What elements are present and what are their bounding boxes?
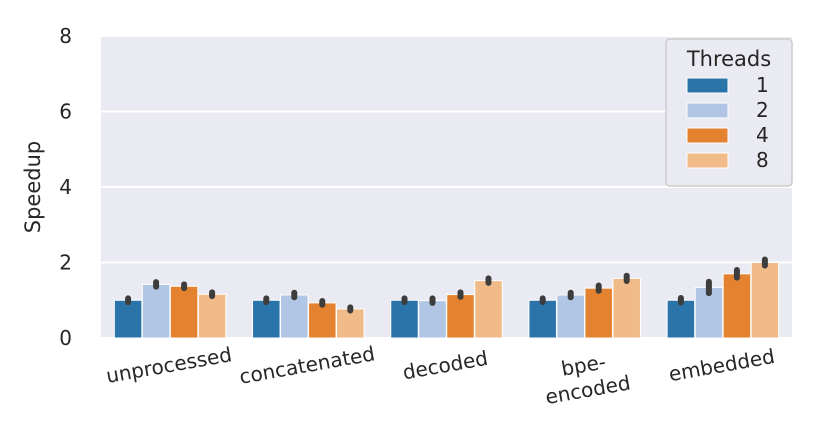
x-tick-label: embedded	[667, 344, 777, 386]
legend-swatch-2	[686, 102, 729, 119]
bar-3-series-2	[556, 294, 585, 339]
y-tick-label: 4	[59, 175, 72, 199]
legend-box	[665, 38, 793, 187]
legend-label: 2	[756, 98, 769, 122]
x-tick-label-group: concatenated	[237, 341, 376, 388]
error-bar-marks	[125, 256, 768, 314]
bar-2-series-8	[474, 280, 503, 339]
y-axis-title: Speedup	[21, 141, 45, 233]
bar-4-series-4	[722, 273, 752, 339]
y-tick-label: 2	[59, 251, 72, 275]
bar-3-series-1	[528, 299, 557, 339]
y-tick-label: 6	[59, 100, 72, 124]
x-tick-label: unprocessed	[104, 342, 233, 388]
y-tick-label: 8	[59, 24, 72, 48]
bar-1-series-2	[280, 294, 309, 339]
legend-swatch-8	[686, 152, 729, 169]
bar-4-series-1	[666, 299, 696, 339]
bar-2-series-4	[446, 294, 475, 339]
bar-1-series-4	[308, 302, 337, 339]
legend-title: Threads	[686, 47, 771, 71]
bar-0-series-4	[169, 285, 199, 339]
bar-0-series-2	[141, 283, 171, 339]
x-tick-label: decoded	[401, 346, 490, 385]
x-tick-label-group: bpe-encoded	[543, 349, 632, 409]
x-tick-labels: unprocessed concatenated decoded bpe-encode…	[104, 341, 776, 409]
bar-1-series-8	[336, 308, 365, 339]
x-tick-label-group: embedded	[667, 344, 777, 386]
bar-3-series-8	[612, 277, 641, 339]
bar-0-series-8	[197, 293, 227, 339]
legend-swatch-4	[686, 127, 729, 144]
x-tick-label: concatenated	[237, 341, 376, 388]
legend-label: 8	[756, 148, 769, 172]
y-tick-label: 0	[59, 326, 72, 350]
bar-0-series-1	[113, 299, 143, 339]
y-tick-labels: 0 2 4 6 8	[59, 24, 72, 350]
x-tick-label-group: unprocessed	[104, 342, 233, 388]
legend-swatch-1	[686, 77, 729, 94]
bar-2-series-1	[390, 299, 419, 339]
bar-marks	[113, 262, 780, 339]
legend-label: 4	[756, 123, 769, 147]
x-tick-label-group: decoded	[401, 346, 490, 385]
bar-4-series-8	[750, 262, 780, 339]
legend-label: 1	[756, 73, 769, 97]
bar-1-series-1	[252, 299, 281, 339]
bar-3-series-4	[584, 287, 613, 339]
bar-2-series-2	[418, 300, 447, 339]
